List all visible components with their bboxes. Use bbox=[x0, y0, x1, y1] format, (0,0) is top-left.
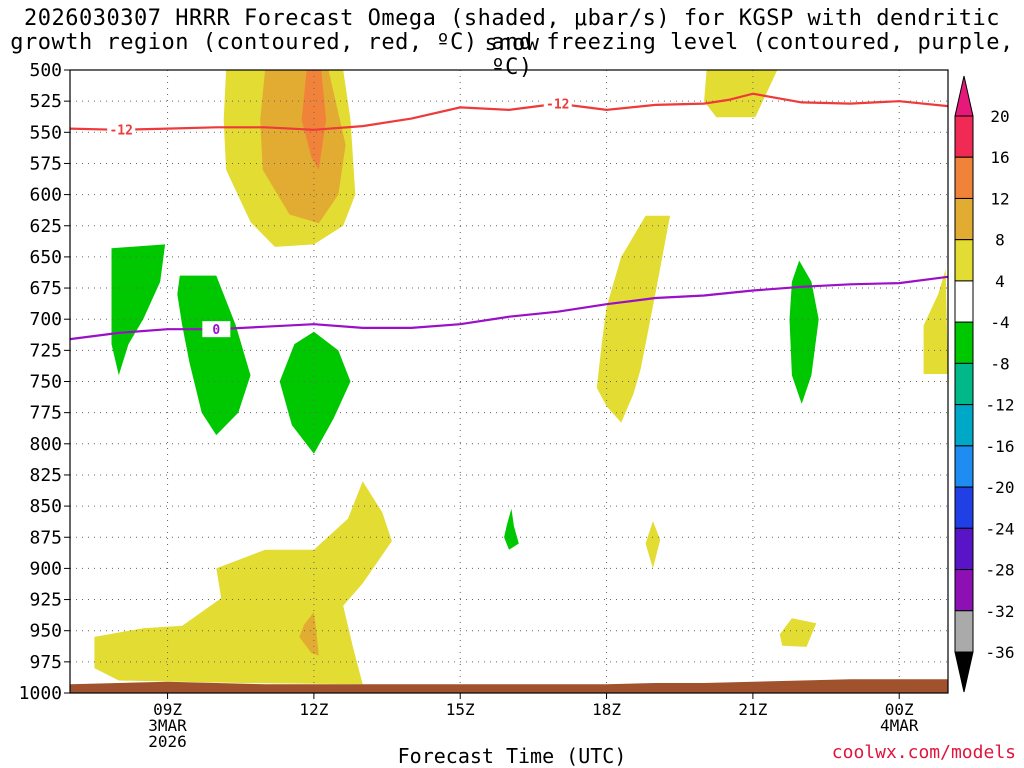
omega-region-4-4 bbox=[94, 481, 392, 685]
colorbar-label-20: 20 bbox=[990, 107, 1009, 126]
omega-region--4-13 bbox=[789, 260, 819, 404]
x-tick-label-00Z-0: 00Z bbox=[885, 700, 914, 719]
x-axis-label: Forecast Time (UTC) bbox=[397, 744, 627, 768]
y-tick-label-775: 775 bbox=[29, 403, 62, 424]
contour-layer: -12 -12 0 bbox=[70, 92, 948, 341]
x-tick-label-09Z-0: 09Z bbox=[153, 700, 182, 719]
omega-region-4-3 bbox=[704, 70, 778, 118]
colorbar-segment-7 bbox=[954, 404, 974, 447]
omega-shading-layer bbox=[70, 70, 948, 693]
x-tick-label-18Z-0: 18Z bbox=[592, 700, 621, 719]
chart-title-line-1: 2026030307 HRRR Forecast Omega (shaded, … bbox=[24, 6, 1000, 56]
x-tick-label-21Z-0: 21Z bbox=[738, 700, 767, 719]
y-tick-label-875: 875 bbox=[29, 527, 62, 548]
colorbar-segment-3 bbox=[954, 239, 974, 282]
y-tick-label-800: 800 bbox=[29, 434, 62, 455]
colorbar-label--12: -12 bbox=[986, 396, 1015, 415]
y-tick-label-525: 525 bbox=[29, 91, 62, 112]
x-tick-label-00Z-1: 4MAR bbox=[880, 716, 919, 735]
omega-region--4-10 bbox=[111, 244, 166, 376]
dgz-contour-b-label: -12 bbox=[546, 98, 569, 113]
y-tick-label-975: 975 bbox=[29, 652, 62, 673]
omega-region-4-9 bbox=[779, 618, 817, 647]
dgz-contour-b-label-bg bbox=[543, 95, 572, 112]
dgz-contour-label: -12 bbox=[109, 124, 132, 139]
y-tick-label-850: 850 bbox=[29, 496, 62, 517]
colorbar-segment-12 bbox=[954, 610, 974, 653]
omega-region-4-6 bbox=[596, 215, 670, 423]
colorbar-segment-5 bbox=[954, 321, 974, 364]
colorbar-label--8: -8 bbox=[990, 354, 1009, 373]
omega-region-4-7 bbox=[923, 269, 948, 374]
colorbar-label--36: -36 bbox=[986, 643, 1015, 662]
freezing-contour-label: 0 bbox=[212, 323, 220, 338]
y-tick-label-950: 950 bbox=[29, 621, 62, 642]
dgz-contour-line bbox=[70, 92, 948, 131]
gridlines bbox=[70, 70, 948, 693]
y-tick-label-550: 550 bbox=[29, 122, 62, 143]
colorbar-label--20: -20 bbox=[986, 478, 1015, 497]
x-tick-label-09Z-1: 3MAR bbox=[148, 716, 187, 735]
dgz-contour-label-bg bbox=[107, 121, 136, 138]
y-tick-label-925: 925 bbox=[29, 590, 62, 611]
y-tick-label-600: 600 bbox=[29, 185, 62, 206]
colorbar-label-4: 4 bbox=[995, 272, 1005, 291]
y-tick-label-725: 725 bbox=[29, 340, 62, 361]
omega-region--4-14 bbox=[504, 508, 519, 550]
colorbar-segment-2 bbox=[954, 197, 974, 241]
colorbar-segment-1 bbox=[954, 156, 974, 199]
colorbar: 20 16 12 8 4 -4 -8 -12 -16 -20 -24 -28 -32 -36 bbox=[954, 75, 1015, 693]
y-tick-label-675: 675 bbox=[29, 278, 62, 299]
colorbar-segment-8 bbox=[954, 445, 974, 488]
y-tick-label-900: 900 bbox=[29, 558, 62, 579]
y-tick-label-825: 825 bbox=[29, 465, 62, 486]
colorbar-label--16: -16 bbox=[986, 437, 1015, 456]
y-tick-label-625: 625 bbox=[29, 216, 62, 237]
colorbar-segment-4 bbox=[954, 280, 974, 323]
colorbar-label--28: -28 bbox=[986, 561, 1015, 580]
y-tick-label-1000: 1000 bbox=[19, 683, 62, 704]
omega-region--4-11 bbox=[177, 275, 251, 436]
colorbar-label-12: 12 bbox=[990, 189, 1009, 208]
colorbar-label--24: -24 bbox=[986, 519, 1015, 538]
omega-region-4-8 bbox=[645, 521, 661, 569]
colorbar-label--32: -32 bbox=[986, 602, 1015, 621]
colorbar-label-8: 8 bbox=[995, 231, 1005, 250]
colorbar-label--4: -4 bbox=[990, 313, 1009, 332]
credit-text: coolwx.com/models bbox=[831, 742, 1016, 763]
x-tick-label-12Z-0: 12Z bbox=[299, 700, 328, 719]
x-tick-label-09Z-2: 2026 bbox=[148, 732, 187, 751]
omega-region-12-2 bbox=[301, 70, 327, 170]
colorbar-top-arrow bbox=[954, 75, 974, 117]
colorbar-segment-0 bbox=[954, 115, 974, 158]
y-tick-label-650: 650 bbox=[29, 247, 62, 268]
y-tick-label-500: 500 bbox=[29, 60, 62, 81]
colorbar-segment-9 bbox=[954, 486, 974, 529]
x-tick-label-15Z-0: 15Z bbox=[446, 700, 475, 719]
colorbar-label-16: 16 bbox=[990, 148, 1009, 167]
y-tick-label-575: 575 bbox=[29, 153, 62, 174]
colorbar-bottom-arrow bbox=[954, 651, 974, 693]
ground-surface bbox=[70, 679, 948, 693]
axes: 500 525 550 575 600 625 650 675 700 725 750 775 800 8… bbox=[19, 60, 949, 751]
y-tick-label-700: 700 bbox=[29, 309, 62, 330]
colorbar-segment-11 bbox=[954, 569, 974, 612]
y-tick-label-750: 750 bbox=[29, 372, 62, 393]
colorbar-segment-10 bbox=[954, 527, 974, 571]
chart-title-line-2: growth region (contoured, red, ºC) and f… bbox=[10, 30, 1014, 80]
freezing-contour-label-bg bbox=[202, 321, 231, 338]
colorbar-segment-6 bbox=[954, 362, 974, 406]
omega-region--4-12 bbox=[279, 331, 351, 454]
